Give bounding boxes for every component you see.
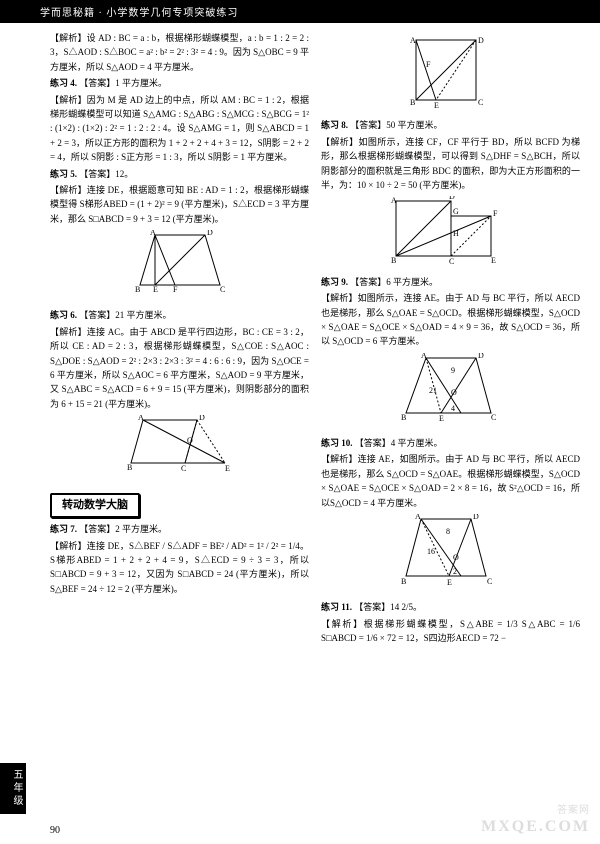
left-p1: 【解析】设 AD : BC = a : b，根据梯形蝴蝶模型，a : b = 1… [50, 31, 309, 74]
svg-text:B: B [127, 463, 132, 472]
svg-text:D: D [199, 415, 205, 422]
svg-text:G: G [453, 207, 459, 216]
svg-text:O: O [451, 388, 457, 397]
ex6-ans: 【答案】21 平方厘米。 [79, 310, 171, 320]
svg-text:O: O [453, 553, 459, 562]
svg-text:B: B [401, 577, 406, 586]
svg-text:A: A [138, 415, 144, 422]
side-tab: 五年级 [0, 763, 26, 814]
ex7: 练习 7. 【答案】2 平方厘米。 [50, 522, 309, 536]
ex9-label: 练习 9. [321, 277, 348, 287]
brain-box-wrap: 转动数学大脑 [50, 489, 309, 523]
figure-ex5: A D B E F C [50, 230, 309, 304]
svg-text:D: D [478, 353, 484, 360]
ex11-sol: 【解析】根据梯形蝴蝶模型，S△ABE = 1/3 S△ABC = 1/6 S□A… [321, 617, 580, 646]
svg-text:A: A [421, 353, 427, 360]
svg-text:C: C [491, 413, 496, 422]
svg-text:A: A [150, 230, 156, 237]
ex5-sol: 【解析】连接 DE，根据题意可知 BE : AD = 1 : 2，根据梯形蝴蝶模… [50, 183, 309, 226]
svg-text:E: E [439, 414, 444, 423]
svg-text:F: F [426, 60, 431, 69]
svg-text:9: 9 [451, 366, 455, 375]
svg-text:C: C [487, 577, 492, 586]
svg-text:A: A [391, 196, 397, 205]
ex8: 练习 8. 【答案】50 平方厘米。 [321, 118, 580, 132]
svg-text:C: C [478, 98, 483, 107]
svg-text:E: E [491, 256, 496, 265]
ex5-ans: 【答案】12。 [79, 169, 133, 179]
svg-text:O: O [187, 436, 193, 445]
ex5: 练习 5. 【答案】12。 [50, 167, 309, 181]
svg-text:D: D [478, 36, 484, 45]
svg-text:C: C [181, 464, 186, 473]
ex7-ans: 【答案】2 平方厘米。 [79, 524, 167, 534]
ex11-label: 练习 11. [321, 602, 352, 612]
ex11: 练习 11. 【答案】14 2/5。 [321, 600, 580, 614]
svg-text:B: B [410, 98, 415, 107]
header-text: 学而思秘籍 · 小学数学几何专项突破练习 [40, 8, 238, 19]
ex10-sol: 【解析】连接 AE，如图所示。由于 AD 与 BC 平行，所以 AECD 也是梯… [321, 452, 580, 510]
ex9: 练习 9. 【答案】6 平方厘米。 [321, 275, 580, 289]
ex4-label: 练习 4. [50, 78, 77, 88]
ex8-label: 练习 8. [321, 120, 348, 130]
svg-text:E: E [153, 285, 158, 294]
svg-text:B: B [401, 413, 406, 422]
ex10-label: 练习 10. [321, 438, 353, 448]
right-column: A D F B E C 练习 8. 【答案】50 平方厘米。 【解析】如图所示，… [321, 31, 580, 648]
svg-text:2: 2 [453, 567, 457, 576]
svg-text:F: F [493, 209, 498, 218]
svg-text:A: A [410, 36, 416, 45]
figure-ex10: A D 8 16 O 2 B E C [321, 514, 580, 596]
svg-text:C: C [449, 257, 454, 266]
ex8-sol: 【解析】如图所示，连接 CF，CF 平行于 BD，所以 BCFD 为梯形，那么根… [321, 135, 580, 193]
svg-text:E: E [434, 101, 439, 110]
svg-text:E: E [447, 578, 452, 587]
figure-ex8-b: A D G F H B C E [321, 196, 580, 270]
figure-ex6: A D O B C E [50, 415, 309, 484]
ex6-label: 练习 6. [50, 310, 77, 320]
figure-ex9: A D 9 21 O 4 B E C [321, 353, 580, 432]
svg-text:H: H [453, 229, 459, 238]
ex4: 练习 4. 【答案】1 平方厘米。 [50, 76, 309, 90]
page-number: 90 [50, 825, 60, 836]
ex4-ans: 【答案】1 平方厘米。 [79, 78, 167, 88]
ex7-label: 练习 7. [50, 524, 77, 534]
content-area: 【解析】设 AD : BC = a : b，根据梯形蝴蝶模型，a : b = 1… [0, 23, 600, 654]
ex5-label: 练习 5. [50, 169, 77, 179]
left-column: 【解析】设 AD : BC = a : b，根据梯形蝴蝶模型，a : b = 1… [50, 31, 309, 648]
brain-box: 转动数学大脑 [50, 493, 140, 519]
watermark-bottom: MXQE.COM [481, 818, 590, 836]
ex10-ans: 【答案】4 平方厘米。 [355, 438, 443, 448]
ex9-ans: 【答案】6 平方厘米。 [350, 277, 438, 287]
svg-text:4: 4 [451, 404, 455, 413]
svg-text:B: B [391, 256, 396, 265]
ex10: 练习 10. 【答案】4 平方厘米。 [321, 436, 580, 450]
ex6: 练习 6. 【答案】21 平方厘米。 [50, 308, 309, 322]
ex4-sol: 【解析】因为 M 是 AD 边上的中点，所以 AM : BC = 1 : 2，根… [50, 93, 309, 165]
svg-text:B: B [135, 285, 140, 294]
svg-text:E: E [225, 464, 230, 473]
svg-text:16: 16 [427, 547, 435, 556]
svg-text:A: A [415, 514, 421, 521]
svg-text:D: D [449, 196, 455, 201]
svg-text:D: D [207, 230, 213, 237]
ex6-sol: 【解析】连接 AC。由于 ABCD 是平行四边形，BC : CE = 3 : 2… [50, 325, 309, 411]
watermark-top: 答案网 [557, 801, 590, 816]
figure-ex8-top: A D F B E C [321, 35, 580, 114]
ex7-sol: 【解析】连接 DE，S△BEF / S△ADF = BE² / AD² = 1²… [50, 539, 309, 597]
ex9-sol: 【解析】如图所示，连接 AE。由于 AD 与 BC 平行，所以 AECD 也是梯… [321, 291, 580, 349]
svg-text:D: D [473, 514, 479, 521]
svg-text:C: C [220, 285, 225, 294]
svg-text:21: 21 [429, 386, 437, 395]
header-bar: 学而思秘籍 · 小学数学几何专项突破练习 [0, 0, 600, 23]
svg-text:8: 8 [446, 527, 450, 536]
ex8-ans: 【答案】50 平方厘米。 [350, 120, 442, 130]
ex11-ans: 【答案】14 2/5。 [354, 602, 422, 612]
svg-text:F: F [173, 285, 178, 294]
